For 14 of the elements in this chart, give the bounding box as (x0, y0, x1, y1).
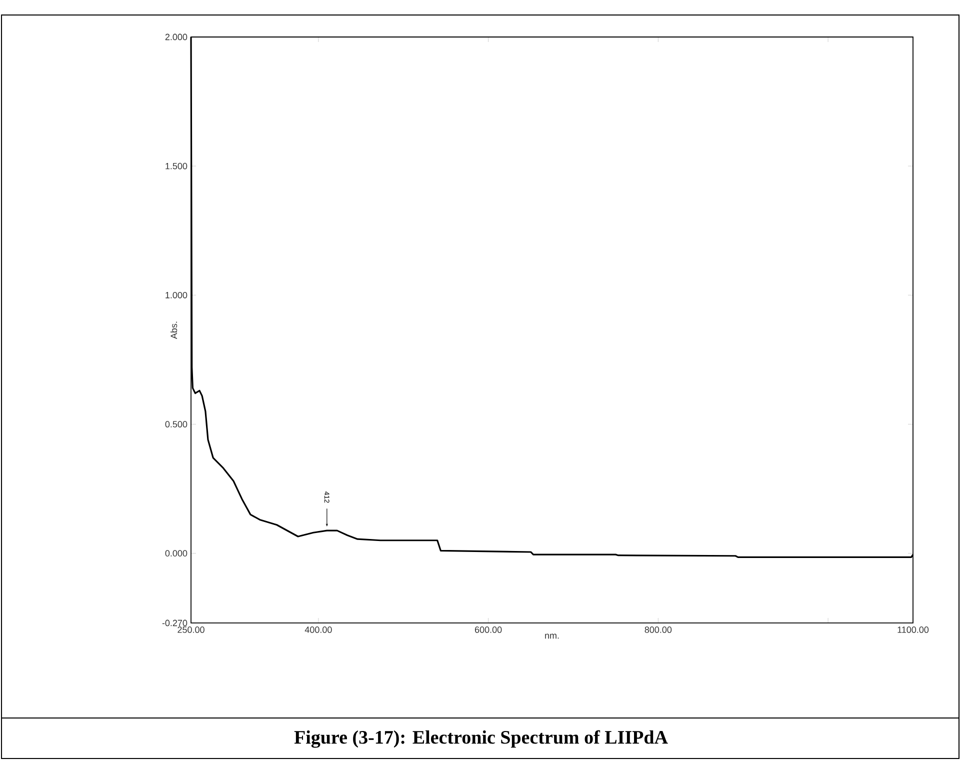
y-tick-label: 0.500 (165, 421, 188, 428)
text: Figure (3-17): Electronic Spectrum of LIIPdA (294, 730, 668, 748)
y-tick-label: 2.000 (165, 34, 188, 40)
x-tick-label: 1100.00 (898, 626, 929, 633)
y-tick-label: 0.000 (165, 550, 188, 556)
y-tick-label: 1.500 (166, 162, 188, 170)
x-tick-label: 400.00 (304, 626, 332, 633)
x-axis-title: nm. (545, 634, 559, 639)
x-tick-label: 800.00 (644, 626, 672, 633)
y-tick-label: -0.270 (162, 620, 188, 626)
x-tick-label: 600.00 (474, 626, 502, 633)
y-axis-title: Abs. (170, 322, 178, 339)
y-tick-label: 1.000 (166, 292, 188, 298)
x-tick-label: 250.00 (178, 626, 204, 633)
